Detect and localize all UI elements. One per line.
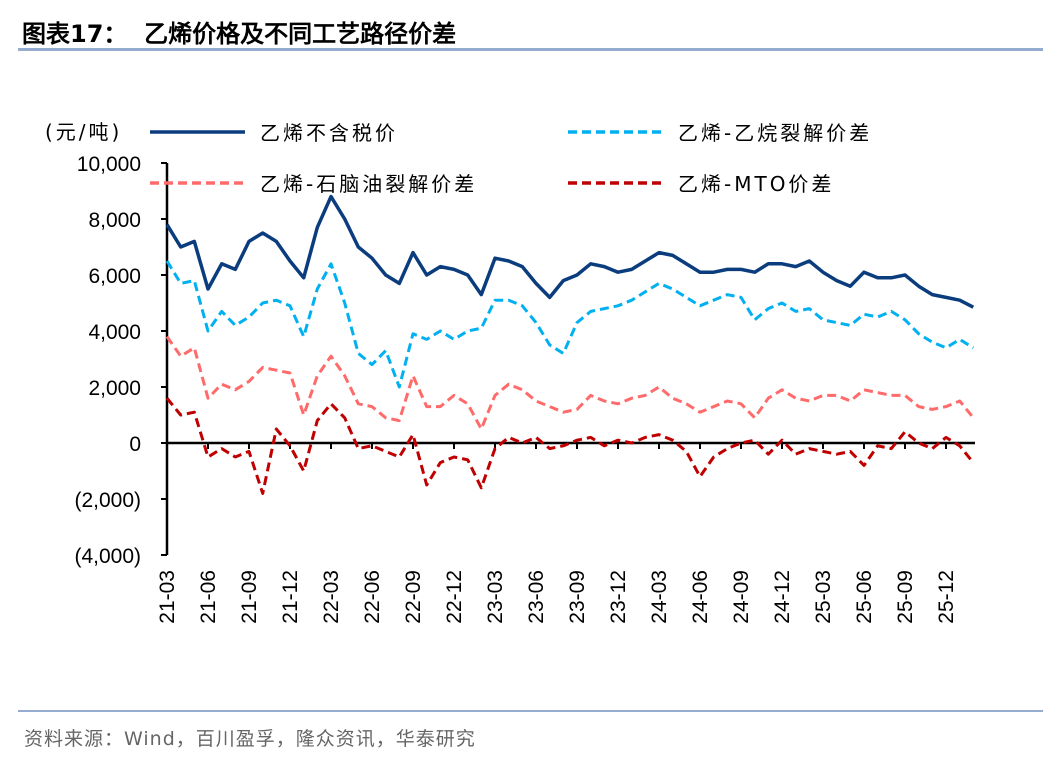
y-tick-label: 8,000 <box>88 209 141 232</box>
x-tick-label: 24-06 <box>689 570 712 624</box>
x-tick-label: 25-06 <box>853 570 876 624</box>
y-tick-label: 2,000 <box>88 377 141 400</box>
x-tick-label: 25-09 <box>894 570 917 624</box>
x-tick-label: 21-09 <box>238 570 261 624</box>
legend-label: 乙烯-MTO价差 <box>678 172 834 196</box>
y-tick-label: 4,000 <box>88 321 141 344</box>
x-tick-label: 25-12 <box>935 570 958 624</box>
y-tick-label: (2,000) <box>74 489 141 512</box>
x-tick-label: 23-09 <box>566 570 589 624</box>
source-note: 资料来源：Wind，百川盈孚，隆众资讯，华泰研究 <box>24 728 476 750</box>
x-tick-label: 24-03 <box>648 570 671 624</box>
x-tick-label: 22-09 <box>402 570 425 624</box>
x-tick-label: 22-12 <box>443 570 466 624</box>
y-tick-label: (4,000) <box>74 545 141 568</box>
y-tick-label: 10,000 <box>77 153 141 176</box>
x-tick-label: 21-03 <box>156 570 179 624</box>
x-tick-label: 24-12 <box>771 570 794 624</box>
series-line-1 <box>165 194 975 309</box>
x-tick-label: 23-06 <box>525 570 548 624</box>
x-tick-label: 22-03 <box>320 570 343 624</box>
footer-divider <box>18 710 1043 712</box>
x-tick-label: 22-06 <box>361 570 384 624</box>
y-tick-label: 0 <box>129 433 141 456</box>
x-tick-label: 21-06 <box>197 570 220 624</box>
legend-label: 乙烯不含税价 <box>260 121 398 145</box>
figure-title: 图表17： 乙烯价格及不同工艺路径价差 <box>22 20 457 48</box>
series-line-4 <box>165 397 975 495</box>
x-tick-label: 21-12 <box>279 570 302 624</box>
y-tick-label: 6,000 <box>88 265 141 288</box>
x-tick-label: 23-03 <box>484 570 507 624</box>
series-line-3 <box>165 335 975 431</box>
title-divider <box>18 48 1043 51</box>
legend-label: 乙烯-乙烷裂解价差 <box>678 121 872 145</box>
x-tick-label: 23-12 <box>607 570 630 624</box>
x-tick-label: 25-03 <box>812 570 835 624</box>
legend-label: 乙烯-石脑油裂解价差 <box>260 172 477 196</box>
y-axis-unit-label: (元/吨) <box>45 120 122 144</box>
x-tick-label: 24-09 <box>730 570 753 624</box>
series-line-2 <box>165 260 975 389</box>
